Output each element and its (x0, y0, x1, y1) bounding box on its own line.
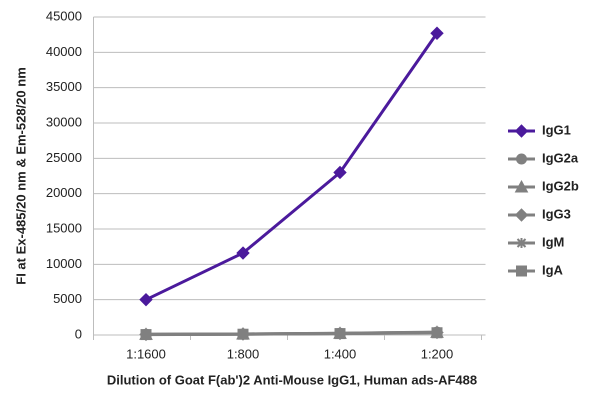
y-tick-label: 45000 (46, 8, 82, 23)
legend-label: IgG3 (542, 206, 571, 221)
data-point (431, 326, 443, 338)
data-point (333, 165, 347, 180)
legend-marker (516, 238, 527, 248)
legend-label: IgM (542, 234, 564, 249)
data-point (139, 292, 153, 307)
y-axis-title: FI at Ex-485/20 nm & Em-528/20 nm (13, 67, 28, 284)
legend-label: IgG1 (542, 122, 571, 137)
legend-marker (516, 265, 527, 277)
legend-marker (516, 153, 527, 165)
y-tick-label: 25000 (46, 150, 82, 165)
x-axis-title: Dilution of Goat F(ab')2 Anti-Mouse IgG1… (107, 372, 477, 387)
y-tick-label: 35000 (46, 79, 82, 94)
data-point (334, 327, 346, 339)
legend-marker (514, 124, 529, 138)
data-point (237, 328, 249, 340)
data-point (430, 26, 444, 40)
series-line (145, 32, 439, 302)
data-point (236, 246, 250, 260)
x-tick-label: 1:800 (227, 346, 260, 361)
legend-marker (514, 179, 529, 193)
y-tick-label: 20000 (46, 185, 82, 200)
legend-label: IgG2a (542, 150, 579, 165)
legend-label: IgG2b (542, 178, 579, 193)
y-tick-label: 0 (75, 326, 82, 341)
y-tick-label: 40000 (46, 44, 82, 59)
y-tick-label: 30000 (46, 114, 82, 129)
x-tick-label: 1:1600 (126, 346, 166, 361)
y-tick-label: 5000 (53, 291, 82, 306)
legend-label: IgA (542, 262, 564, 277)
y-tick-label: 10000 (46, 256, 82, 271)
x-tick-label: 1:400 (324, 346, 357, 361)
y-tick-label: 15000 (46, 220, 82, 235)
series-line (145, 330, 438, 336)
data-point (140, 328, 152, 340)
legend-marker (514, 208, 529, 222)
x-tick-label: 1:200 (421, 346, 454, 361)
